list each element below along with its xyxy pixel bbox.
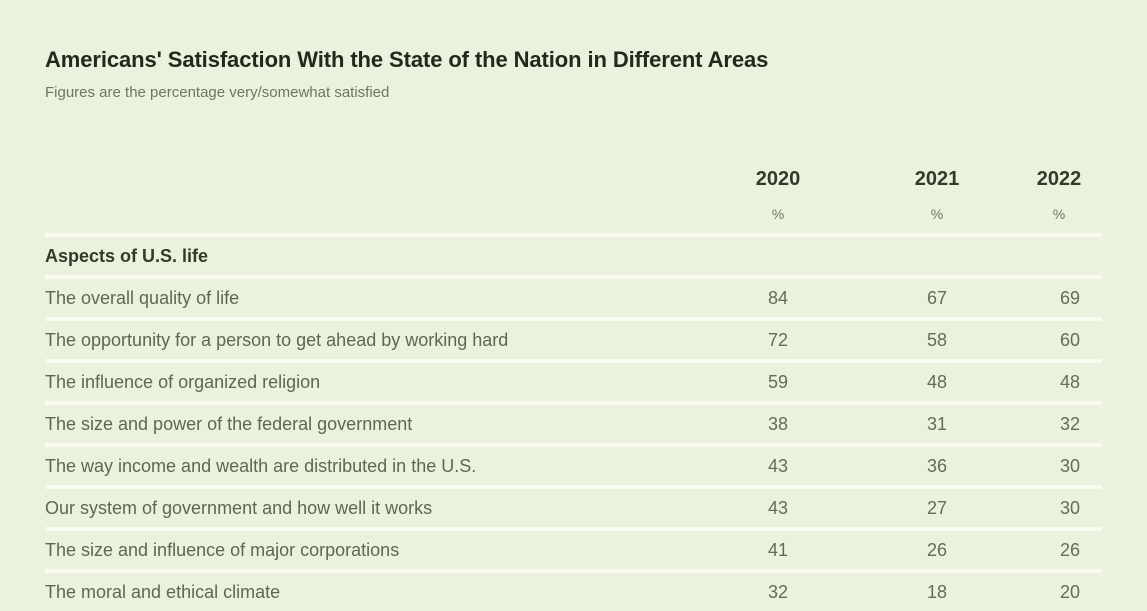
section-header-row: Aspects of U.S. life <box>45 235 1102 277</box>
unit-label: % <box>930 206 944 222</box>
table-row: The size and influence of major corporat… <box>45 529 1102 571</box>
row-value: 26 <box>926 540 948 560</box>
table-row: The overall quality of life 84 67 69 <box>45 277 1102 319</box>
table-row: The influence of organized religion 59 48 4… <box>45 361 1102 403</box>
table-head: 2020 2021 2022 % % % <box>45 168 1102 235</box>
row-value: 27 <box>926 498 948 518</box>
row-label: The overall quality of life <box>45 288 240 308</box>
empty-cell <box>1016 235 1102 277</box>
row-value: 36 <box>926 456 948 476</box>
table-row: Our system of government and how well it… <box>45 487 1102 529</box>
row-value: 84 <box>767 288 789 308</box>
row-value: 30 <box>1059 498 1081 518</box>
year-column-header-2022: 2022 <box>1036 168 1082 190</box>
row-value: 67 <box>926 288 948 308</box>
row-label: The influence of organized religion <box>45 372 321 392</box>
year-column-header-2021: 2021 <box>914 168 960 190</box>
year-header-row: 2020 2021 2022 <box>45 168 1102 190</box>
row-value: 60 <box>1059 330 1081 350</box>
empty-cell <box>698 235 858 277</box>
year-column-header-2020: 2020 <box>755 168 801 190</box>
row-label: The opportunity for a person to get ahea… <box>45 330 509 350</box>
row-value: 32 <box>1059 414 1081 434</box>
row-value: 43 <box>767 498 789 518</box>
row-value: 41 <box>767 540 789 560</box>
row-label: The size and influence of major corporat… <box>45 540 400 560</box>
row-value: 30 <box>1059 456 1081 476</box>
row-value: 69 <box>1059 288 1081 308</box>
row-label: The moral and ethical climate <box>45 582 281 602</box>
table-row: The size and power of the federal govern… <box>45 403 1102 445</box>
row-value: 72 <box>767 330 789 350</box>
corner-cell <box>45 168 698 190</box>
section-header: Aspects of U.S. life <box>45 246 209 266</box>
row-label: The size and power of the federal govern… <box>45 414 413 434</box>
row-value: 43 <box>767 456 789 476</box>
row-value: 31 <box>926 414 948 434</box>
empty-cell <box>858 235 1016 277</box>
row-value: 59 <box>767 372 789 392</box>
row-value: 20 <box>1059 582 1081 602</box>
satisfaction-table: 2020 2021 2022 % % % Aspects of U.S. lif… <box>45 168 1102 611</box>
row-value: 26 <box>1059 540 1081 560</box>
corner-cell <box>45 190 698 235</box>
row-value: 58 <box>926 330 948 350</box>
table-body: Aspects of U.S. life The overall quality… <box>45 235 1102 611</box>
row-value: 48 <box>1059 372 1081 392</box>
table-row: The way income and wealth are distribute… <box>45 445 1102 487</box>
row-value: 48 <box>926 372 948 392</box>
unit-header-row: % % % <box>45 190 1102 235</box>
row-value: 38 <box>767 414 789 434</box>
row-label: Our system of government and how well it… <box>45 498 433 518</box>
table-row: The opportunity for a person to get ahea… <box>45 319 1102 361</box>
page-subtitle: Figures are the percentage very/somewhat… <box>45 84 390 101</box>
page-title: Americans' Satisfaction With the State o… <box>45 47 769 72</box>
row-value: 18 <box>926 582 948 602</box>
row-label: The way income and wealth are distribute… <box>45 456 477 476</box>
row-value: 32 <box>767 582 789 602</box>
unit-label: % <box>1052 206 1066 222</box>
table-row: The moral and ethical climate 32 18 20 <box>45 571 1102 611</box>
unit-label: % <box>771 206 785 222</box>
